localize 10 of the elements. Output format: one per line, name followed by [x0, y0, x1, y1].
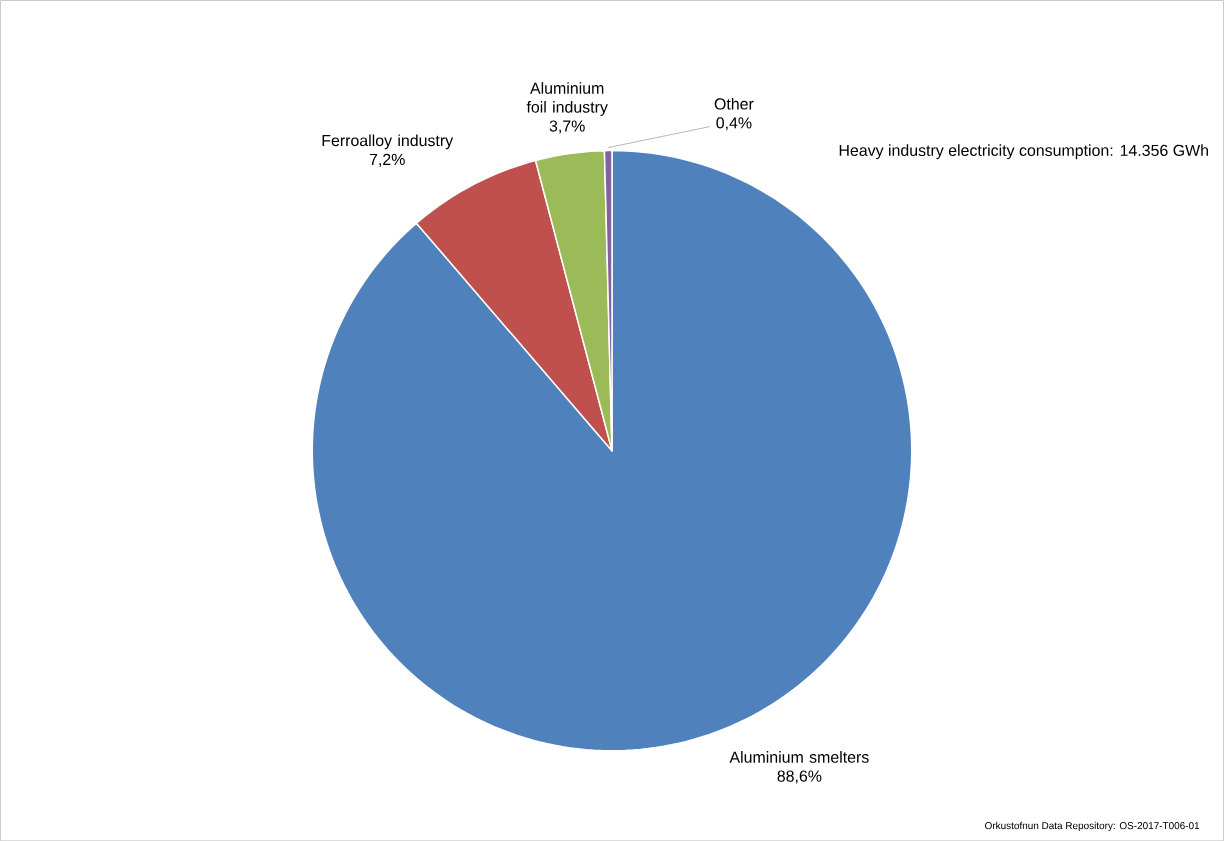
- slice-label: Aluminium smelters: [729, 750, 869, 763]
- data-label: 88,6%: [777, 770, 822, 784]
- data-label: 0,4%: [716, 117, 752, 131]
- data-label: 3,7%: [549, 120, 585, 134]
- text: Heavy industry electricity consumption: 14.356 GWh: [839, 144, 1208, 160]
- slice-label: Ferroalloy industry: [322, 134, 454, 150]
- slice-label: Other: [714, 97, 754, 110]
- slice-label: Aluminium foil industry: [526, 81, 608, 116]
- text: Orkustofnun Data Repository: OS-2017-T006-01: [985, 821, 1200, 831]
- data-label: 7,2%: [369, 153, 405, 167]
